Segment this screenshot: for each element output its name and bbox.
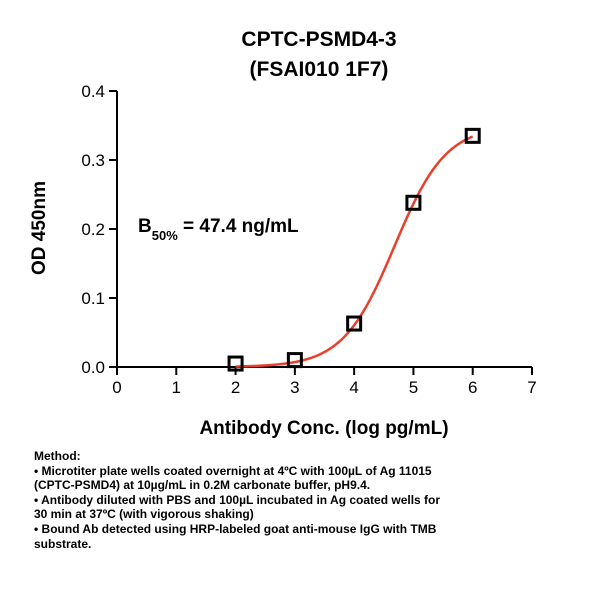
data-point xyxy=(405,194,422,211)
method-notes: Method: • Microtiter plate wells coated … xyxy=(34,449,574,551)
data-point xyxy=(227,355,244,372)
b50-value: = 47.4 ng/mL xyxy=(178,216,299,237)
y-tick-label: 0.1 xyxy=(81,289,105,308)
x-axis-label: Antibody Conc. (log pg/mL) xyxy=(199,418,448,439)
y-tick-label: 0.0 xyxy=(81,358,105,377)
method-line: 30 min at 37ºC (with vigorous shaking) xyxy=(34,507,254,522)
y-tick-label: 0.4 xyxy=(81,82,105,101)
method-line: (CPTC-PSMD4) at 10µg/mL in 0.2M carbonat… xyxy=(34,478,371,493)
b50-subscript: 50% xyxy=(152,228,178,243)
tick-labels: 0 1 2 3 4 5 6 7 0.0 0.1 0.2 0.3 0.4 xyxy=(81,82,536,397)
method-heading: Method: xyxy=(34,449,81,463)
x-tick-label: 3 xyxy=(290,378,299,397)
chart-title-line-1: CPTC-PSMD4-3 xyxy=(241,28,396,51)
method-line: • Bound Ab detected using HRP-labeled go… xyxy=(34,521,437,536)
chart-title-line-2: (FSAI010 1F7) xyxy=(250,58,389,81)
x-tick-label: 0 xyxy=(112,378,121,397)
b50-annotation: B50% = 47.4 ng/mL xyxy=(138,216,299,243)
method-line: • Microtiter plate wells coated overnigh… xyxy=(34,463,432,478)
fit-curve xyxy=(235,135,474,368)
data-point xyxy=(286,352,303,369)
x-tick-label: 1 xyxy=(172,378,181,397)
x-tick-label: 2 xyxy=(231,378,240,397)
y-tick-label: 0.3 xyxy=(81,151,105,170)
data-point xyxy=(346,315,363,332)
y-axis-label: OD 450nm xyxy=(29,181,50,275)
b50-prefix: B xyxy=(138,216,152,237)
x-tick-label: 7 xyxy=(527,378,536,397)
x-tick-label: 5 xyxy=(409,378,418,397)
method-line: • Antibody diluted with PBS and 100µL in… xyxy=(34,492,441,507)
y-tick-label: 0.2 xyxy=(81,220,105,239)
chart: CPTC-PSMD4-3 (FSAI010 1F7) 0 1 2 3 4 5 6 7 0.0 0.… xyxy=(29,28,537,439)
x-tick-label: 4 xyxy=(349,378,358,397)
data-point xyxy=(464,127,481,144)
data-points xyxy=(227,127,481,372)
method-line: substrate. xyxy=(34,536,92,551)
x-tick-label: 6 xyxy=(468,378,477,397)
